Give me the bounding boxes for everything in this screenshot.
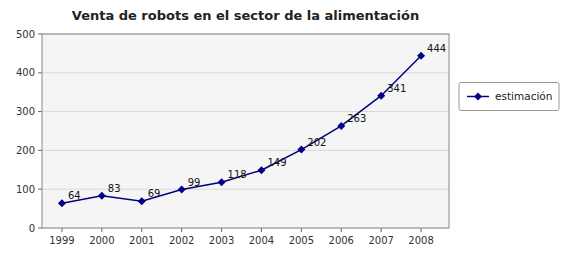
- x-tick: [221, 228, 222, 232]
- x-tick: [181, 228, 182, 232]
- plot-background: [42, 34, 449, 228]
- chart-container: Venta de robots en el sector de la alime…: [0, 0, 567, 258]
- data-label: 444: [427, 43, 446, 54]
- data-label: 202: [307, 137, 326, 148]
- y-tick-label: 400: [16, 67, 35, 78]
- data-label: 69: [148, 188, 161, 199]
- point-marker: [417, 52, 425, 60]
- x-tick-label: 2003: [209, 235, 234, 246]
- y-tick-label: 100: [16, 184, 35, 195]
- x-tick-label: 2001: [129, 235, 154, 246]
- y-tick: [38, 228, 42, 229]
- x-tick-label: 2000: [89, 235, 114, 246]
- y-tick-label: 0: [29, 223, 35, 234]
- point-marker: [337, 122, 345, 130]
- x-tick: [381, 228, 382, 232]
- page: {"chart_data": {"type": "line", "title":…: [0, 0, 567, 258]
- x-tick-label: 2004: [249, 235, 274, 246]
- data-label: 263: [347, 113, 366, 124]
- x-tick-label: 1999: [49, 235, 74, 246]
- x-tick: [341, 228, 342, 232]
- data-labels: 64 83 69 99 118 149 202 263 341 444: [68, 43, 446, 201]
- x-tick: [301, 228, 302, 232]
- grid-line: [42, 111, 449, 112]
- grid-line: [42, 189, 449, 190]
- legend: estimación: [459, 83, 559, 111]
- plot-frame: [42, 34, 449, 228]
- point-marker: [377, 92, 385, 100]
- x-tick-label: 2008: [408, 235, 433, 246]
- series-line: [62, 56, 421, 203]
- legend-label: estimación: [495, 90, 552, 102]
- point-marker: [178, 186, 186, 194]
- data-label: 341: [387, 83, 406, 94]
- chart-svg: Venta de robots en el sector de la alime…: [0, 0, 567, 258]
- data-label: 83: [108, 183, 121, 194]
- x-tick-label: 2002: [169, 235, 194, 246]
- point-marker: [257, 166, 265, 174]
- y-tick-label: 200: [16, 145, 35, 156]
- x-tick: [421, 228, 422, 232]
- point-marker: [58, 199, 66, 207]
- data-label: 64: [68, 190, 81, 201]
- x-tick: [141, 228, 142, 232]
- grid-line: [42, 150, 449, 151]
- x-tick-label: 2007: [368, 235, 393, 246]
- y-tick: [38, 189, 42, 190]
- data-label: 99: [188, 177, 201, 188]
- x-tick: [61, 228, 62, 232]
- grid-line: [42, 72, 449, 73]
- point-marker: [218, 178, 226, 186]
- point-marker: [297, 146, 305, 154]
- point-marker: [138, 197, 146, 205]
- data-label: 118: [228, 169, 247, 180]
- y-tick: [38, 34, 42, 35]
- x-tick: [261, 228, 262, 232]
- legend-box: [459, 83, 559, 111]
- y-tick: [38, 111, 42, 112]
- x-tick: [101, 228, 102, 232]
- x-tick-label: 2005: [289, 235, 314, 246]
- y-tick: [38, 150, 42, 151]
- series-group: [58, 52, 425, 207]
- data-label: 149: [267, 157, 286, 168]
- y-tick-label: 300: [16, 106, 35, 117]
- legend-marker: [474, 93, 482, 101]
- x-tick-label: 2006: [329, 235, 354, 246]
- y-tick: [38, 72, 42, 73]
- point-marker: [98, 192, 106, 200]
- y-tick-label: 500: [16, 29, 35, 40]
- chart-title: Venta de robots en el sector de la alime…: [72, 8, 419, 23]
